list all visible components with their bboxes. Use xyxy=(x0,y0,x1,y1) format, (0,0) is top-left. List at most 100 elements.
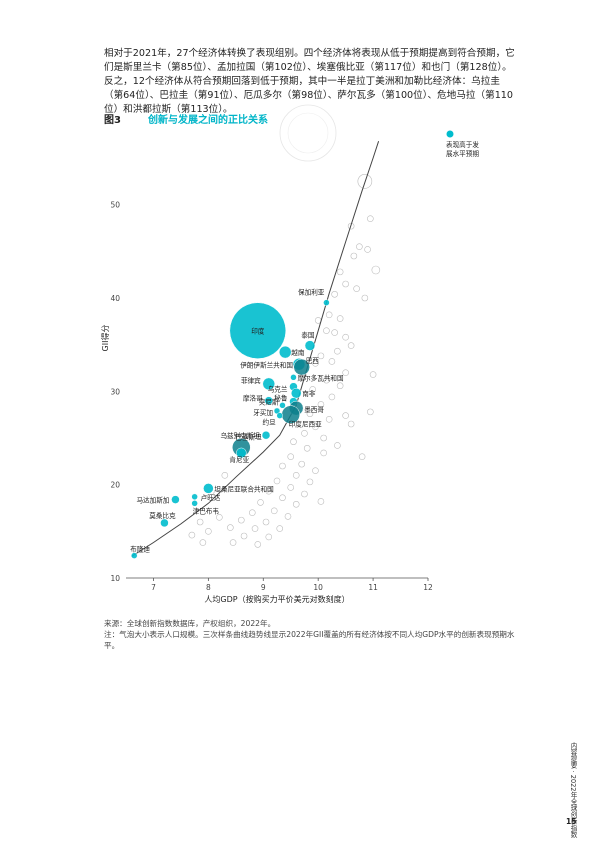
other-economy-point xyxy=(262,518,270,526)
x-tick-label: 12 xyxy=(423,583,433,592)
other-economy-point xyxy=(306,410,314,418)
point-label: 伊朗伊斯兰共和国 xyxy=(240,360,293,369)
source-line: 来源：全球创新指数数据库，产权组织，2022年。 xyxy=(104,619,276,628)
other-economy-point xyxy=(199,539,207,546)
x-axis-label: 人均GDP（按购买力平价美元对数刻度） xyxy=(204,594,349,604)
other-economy-point xyxy=(279,462,286,470)
point-label: 马达加斯加 xyxy=(136,496,169,505)
other-economy-point xyxy=(371,265,381,275)
x-tick-label: 8 xyxy=(206,583,211,592)
highlighted-point xyxy=(279,402,286,409)
highlighted-point xyxy=(229,302,287,359)
other-economy-point xyxy=(312,423,319,431)
other-economy-point xyxy=(350,252,358,260)
point-label: 约旦 xyxy=(263,418,277,427)
other-economy-point xyxy=(347,222,355,230)
decorative-halo xyxy=(287,112,329,154)
point-label: 墨西哥 xyxy=(304,406,324,414)
other-economy-point xyxy=(369,371,377,378)
highlighted-point xyxy=(236,447,247,459)
other-economy-point xyxy=(367,408,374,416)
y-tick-label: 50 xyxy=(110,201,120,210)
other-economy-point xyxy=(356,243,363,250)
other-economy-point xyxy=(303,444,311,452)
other-economy-point xyxy=(336,315,344,322)
x-tick-label: 10 xyxy=(313,583,323,592)
other-economy-point xyxy=(290,438,297,446)
point-label: 摩洛哥 xyxy=(243,394,263,403)
point-label: 牙买加 xyxy=(253,408,273,417)
other-economy-point xyxy=(347,420,355,428)
other-economy-point xyxy=(357,174,373,189)
other-economy-point xyxy=(361,294,369,302)
point-label: 坦桑尼亚联合共和国 xyxy=(214,484,274,493)
other-economy-point xyxy=(334,442,341,449)
other-economy-point xyxy=(342,412,349,419)
point-label: 乌兹别克斯坦 xyxy=(220,431,260,440)
highlighted-point xyxy=(262,377,276,391)
other-economy-point xyxy=(248,509,256,516)
point-label: 巴西 xyxy=(306,357,320,365)
other-economy-point xyxy=(320,434,327,442)
other-economy-point xyxy=(306,478,314,486)
page-number: 15 xyxy=(566,817,577,826)
other-economy-point xyxy=(227,524,234,531)
other-economy-point xyxy=(229,539,237,546)
point-label: 津巴布韦 xyxy=(193,506,220,515)
other-economy-point xyxy=(270,507,278,515)
other-economy-point xyxy=(312,467,319,474)
other-economy-point xyxy=(205,528,212,535)
highlighted-point xyxy=(160,518,169,528)
other-economy-point xyxy=(254,541,262,548)
other-economy-point xyxy=(342,333,349,341)
legend-label-line2: 展水平预期 xyxy=(446,149,479,158)
other-economy-point xyxy=(298,460,306,468)
point-label: 巴基斯坦 xyxy=(235,432,262,441)
other-economy-point xyxy=(320,449,327,457)
other-economy-point xyxy=(364,246,371,253)
highlighted-point xyxy=(276,412,283,419)
other-economy-point xyxy=(287,484,295,491)
other-economy-point xyxy=(317,352,325,360)
other-economy-point xyxy=(279,494,286,502)
other-economy-point xyxy=(213,490,220,498)
other-economy-point xyxy=(284,513,292,520)
other-economy-point xyxy=(221,472,229,479)
y-tick-label: 30 xyxy=(110,387,120,396)
point-label: 保加利亚 xyxy=(298,288,325,297)
other-economy-point xyxy=(353,285,360,292)
other-economy-point xyxy=(240,532,248,540)
y-tick-label: 20 xyxy=(110,481,120,490)
intro-paragraph: 相对于2021年，27个经济体转换了表现组别。四个经济体将表现从低于预期提高到符… xyxy=(104,48,515,115)
other-economy-point xyxy=(292,472,300,479)
other-economy-point xyxy=(325,311,333,319)
side-running-title: 内容提要 · 2022年全球创新指数 xyxy=(569,742,577,838)
y-tick-label: 40 xyxy=(110,294,120,303)
other-economy-point xyxy=(265,487,273,495)
highlighted-point xyxy=(191,500,198,507)
other-economy-point xyxy=(323,327,330,334)
chart-axes: 7 8 9 10 11 12 10 20 30 40 50 人均GDP（按购买力平价美元对数刻度） GI… xyxy=(100,201,433,604)
other-economy-point xyxy=(317,401,325,408)
other-economy-point xyxy=(336,382,344,390)
point-label: 肯尼亚 xyxy=(229,455,249,464)
y-axis-label: GII得分 xyxy=(100,325,110,352)
highlighted-point xyxy=(264,396,274,405)
point-label: 南非 xyxy=(302,389,316,398)
other-economy-point xyxy=(331,329,338,336)
other-economy-point xyxy=(317,498,325,505)
point-label: 泰国 xyxy=(301,331,315,340)
other-economy-point xyxy=(328,393,336,401)
point-label: 乌克兰 xyxy=(268,385,288,394)
x-tick-label: 7 xyxy=(151,583,156,592)
other-economy-point xyxy=(367,215,374,222)
other-economy-point xyxy=(216,514,223,521)
other-economy-point xyxy=(323,376,330,384)
other-economy-point xyxy=(342,280,349,288)
point-label: 越南 xyxy=(291,348,305,357)
highlighted-point xyxy=(323,299,330,306)
legend-label-line1: 表现高于发 xyxy=(446,140,479,149)
